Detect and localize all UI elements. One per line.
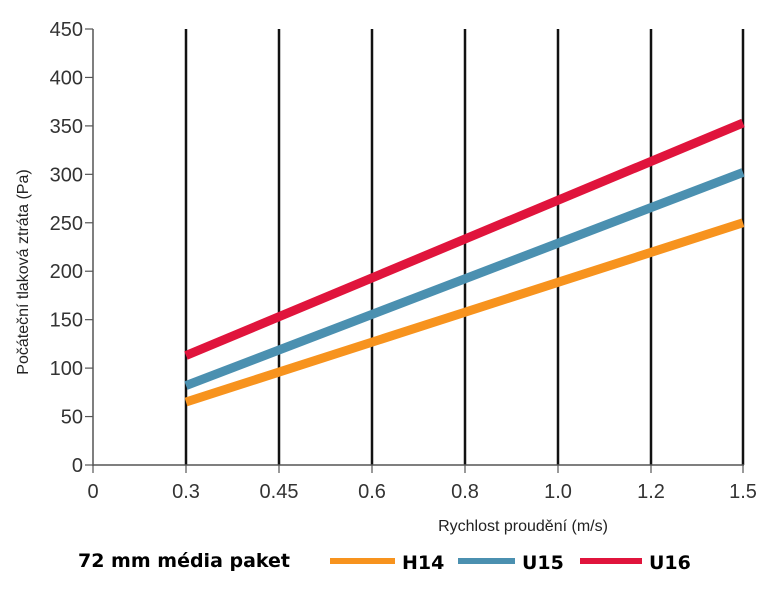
x-axis-label: Rychlost proudění (m/s): [438, 518, 608, 535]
x-tick-label: 0.8: [451, 481, 479, 503]
x-tick-label: 1.2: [637, 481, 665, 503]
y-tick-label: 400: [50, 67, 83, 89]
legend: 72 mm média paket H14 U15 U16: [78, 550, 691, 574]
x-tick-label: 0.3: [172, 481, 200, 503]
y-tick-label: 450: [50, 19, 83, 41]
y-tick-label: 50: [61, 407, 83, 429]
series-line-h14: [184, 218, 745, 407]
series-line-u16: [184, 118, 745, 360]
y-tick-label: 300: [50, 164, 83, 186]
x-tick-label: 1.0: [544, 481, 572, 503]
x-tick-label: 0.6: [358, 481, 386, 503]
axes: [85, 28, 744, 473]
legend-label-h14: H14: [402, 552, 444, 574]
series-lines: [184, 118, 745, 407]
x-tick-label: 0.45: [260, 481, 299, 503]
y-axis-label: Počáteční tlaková ztráta (Pa): [15, 169, 32, 374]
series-line-u15: [184, 168, 745, 390]
y-tick-labels: 0 50 100 150 200 250 300 350 400 450: [50, 19, 83, 477]
y-tick-label: 0: [72, 455, 83, 477]
y-tick-label: 150: [50, 310, 83, 332]
legend-title: 72 mm média paket: [78, 550, 290, 572]
legend-label-u15: U15: [522, 552, 564, 574]
x-tick-label: 1.5: [729, 481, 757, 503]
legend-label-u16: U16: [649, 552, 691, 574]
y-tick-label: 100: [50, 358, 83, 380]
y-tick-label: 350: [50, 116, 83, 138]
y-tick-label: 250: [50, 213, 83, 235]
x-tick-labels: 0 0.3 0.45 0.6 0.8 1.0 1.2 1.5: [87, 481, 756, 503]
x-tick-label: 0: [87, 481, 98, 503]
y-tick-label: 200: [50, 261, 83, 283]
